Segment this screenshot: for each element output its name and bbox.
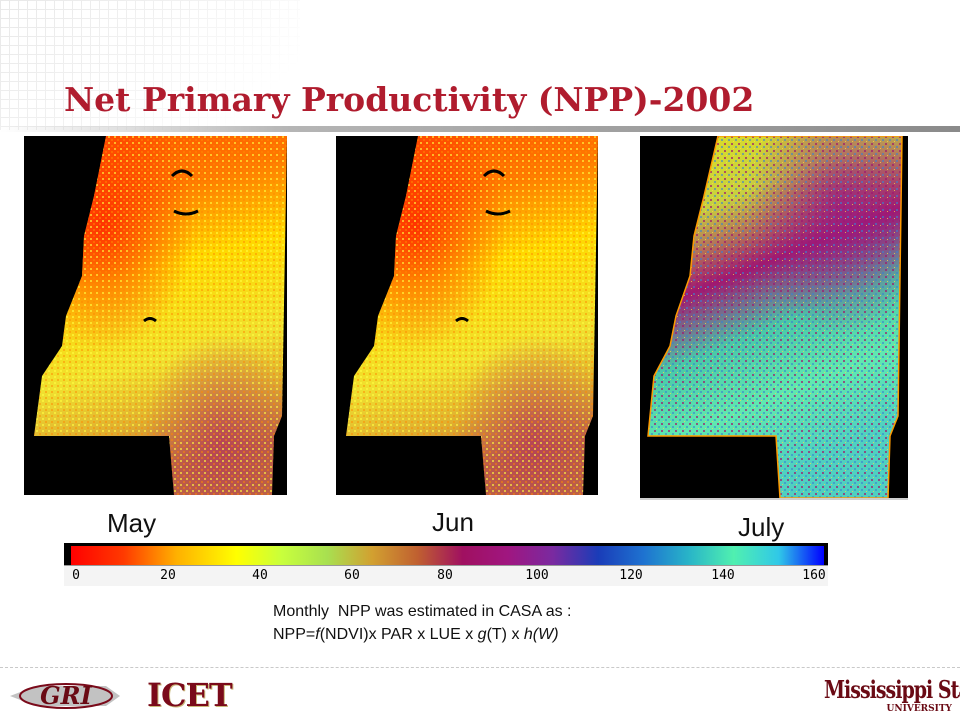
slide-title: Net Primary Productivity (NPP)-2002: [64, 80, 755, 119]
footer-divider: [0, 667, 960, 668]
legend-tick: 20: [160, 568, 176, 583]
legend-tick: 140: [711, 568, 735, 583]
msu-logo-text: Mississippi State: [824, 676, 960, 705]
note-line-2: NPP=f(NDVI)x PAR x LUE x g(T) x h(W): [273, 623, 572, 646]
formula-f: f: [315, 626, 320, 643]
formula-h: h(W): [523, 626, 559, 643]
note-line-1: Monthly NPP was estimated in CASA as :: [273, 603, 572, 620]
gri-logo-text: GRI: [40, 681, 92, 710]
icet-logo: ICET: [147, 676, 233, 714]
map-label-jun: Jun: [432, 507, 474, 537]
map-july-image: [647, 136, 903, 498]
title-underline: [0, 126, 960, 132]
map-jun-image: [346, 136, 598, 495]
map-july: [640, 136, 908, 500]
color-ramp: [71, 546, 824, 565]
legend-tick: 40: [252, 568, 268, 583]
formula-rest: (T) x: [486, 626, 524, 643]
formula-npp: NPP=: [273, 626, 316, 643]
map-label-july: July: [738, 512, 785, 542]
formula-mid: (NDVI)x PAR x LUE x: [319, 626, 478, 643]
formula-g: g: [477, 626, 487, 643]
legend-tick: 80: [437, 568, 453, 583]
msu-logo-subtext: UNIVERSITY: [886, 704, 952, 714]
map-label-may: May: [107, 508, 157, 538]
legend-tick: 100: [525, 568, 549, 583]
gri-logo-image: GRI: [10, 681, 120, 710]
legend-tick: 160: [802, 568, 826, 583]
map-may-image: [34, 136, 287, 495]
legend-tick: 120: [619, 568, 643, 583]
legend-tick: 0: [72, 568, 80, 583]
map-may: [24, 136, 287, 495]
map-jun: [336, 136, 598, 495]
color-legend: 0 20 40 60 80 100 120 140 160: [64, 543, 828, 586]
legend-tick: 60: [344, 568, 360, 583]
npp-formula-note: Monthly NPP was estimated in CASA as : N…: [273, 600, 572, 646]
gri-logo: GRI: [6, 676, 124, 716]
msu-logo: Mississippi State UNIVERSITY: [824, 676, 960, 720]
color-legend-scale: 0 20 40 60 80 100 120 140 160: [64, 565, 828, 586]
